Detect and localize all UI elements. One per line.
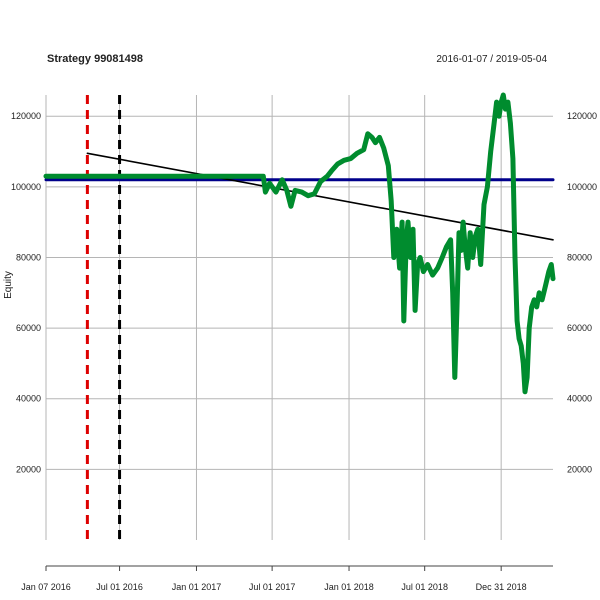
y-tick-label-left: 20000: [16, 464, 41, 474]
y-tick-label-right: 100000: [567, 182, 597, 192]
y-tick-label-left: 40000: [16, 394, 41, 404]
y-tick-label-right: 60000: [567, 323, 592, 333]
x-tick-label: Jan 01 2017: [172, 582, 222, 592]
y-tick-label-left: 120000: [11, 111, 41, 121]
x-tick-label: Jul 01 2016: [96, 582, 143, 592]
x-tick-label: Dec 31 2018: [476, 582, 527, 592]
chart-title: Strategy 99081498: [47, 53, 143, 65]
x-tick-label: Jul 01 2017: [249, 582, 296, 592]
y-tick-label-left: 60000: [16, 323, 41, 333]
y-tick-label-right: 120000: [567, 111, 597, 121]
trend-line: [86, 152, 554, 241]
y-axis-label: Equity: [3, 271, 14, 299]
equity-line: [43, 92, 556, 395]
chart-date-range: 2016-01-07 / 2019-05-04: [436, 54, 547, 65]
series-layer: [43, 92, 556, 395]
axis-layer: 20000 20000 40000 40000 60000 60000 80000 80000…: [11, 111, 597, 592]
x-tick-label: Jul 01 2018: [401, 582, 448, 592]
grid-layer: [45, 95, 553, 540]
y-tick-label-left: 80000: [16, 252, 41, 262]
y-tick-label-right: 40000: [567, 394, 592, 404]
event-lines-layer: [85, 95, 122, 540]
x-tick-label: Jan 07 2016: [21, 582, 71, 592]
y-tick-label-left: 100000: [11, 182, 41, 192]
x-tick-label: Jan 01 2018: [324, 582, 374, 592]
y-tick-label-right: 20000: [567, 464, 592, 474]
y-tick-label-right: 80000: [567, 252, 592, 262]
